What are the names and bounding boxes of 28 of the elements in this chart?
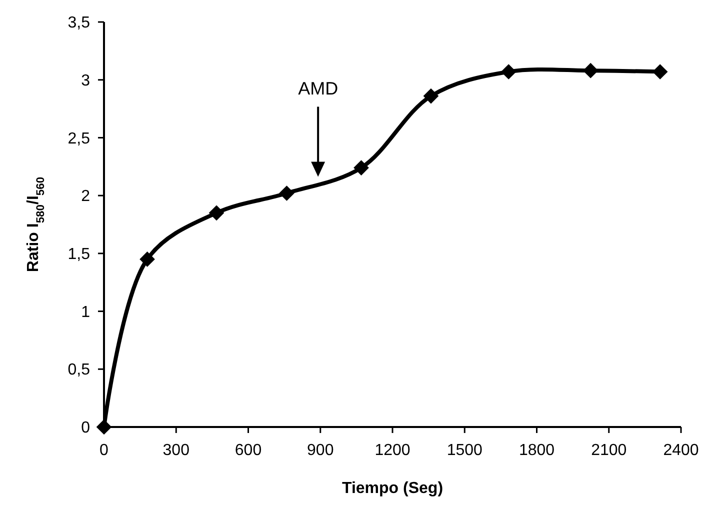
point xyxy=(279,186,294,201)
point xyxy=(582,62,598,78)
x-tick-label: 900 xyxy=(307,442,334,459)
x-tick-label: 2100 xyxy=(591,442,627,459)
y-tick-label: 2 xyxy=(81,188,90,206)
point xyxy=(96,419,112,435)
point xyxy=(652,64,668,80)
point xyxy=(354,160,369,176)
y-tick-label: 1 xyxy=(81,304,90,321)
x-tick-label: 0 xyxy=(100,442,109,459)
point xyxy=(423,88,439,104)
point xyxy=(140,252,155,267)
y-tick-label: 2,5 xyxy=(68,130,90,148)
point xyxy=(500,64,516,80)
y-tick-label: 1,5 xyxy=(68,246,90,264)
x-tick-label: 1200 xyxy=(374,442,410,459)
x-tick-label: 1500 xyxy=(446,442,483,459)
y-tick-label: 0,5 xyxy=(68,362,90,379)
x-tick-label: 600 xyxy=(234,442,262,459)
y-tick-label: 3,5 xyxy=(68,14,90,32)
x-tick-label: 2400 xyxy=(663,442,699,459)
y-tick-label: 3 xyxy=(81,72,90,90)
x-tick-label: 1800 xyxy=(518,442,555,459)
x-tick-label: 300 xyxy=(162,442,190,459)
x-axis-title: Tiempo (Seg) xyxy=(342,480,444,497)
point xyxy=(208,205,224,221)
y-tick-label: 0 xyxy=(81,420,90,437)
annotation: AMD xyxy=(298,78,338,99)
